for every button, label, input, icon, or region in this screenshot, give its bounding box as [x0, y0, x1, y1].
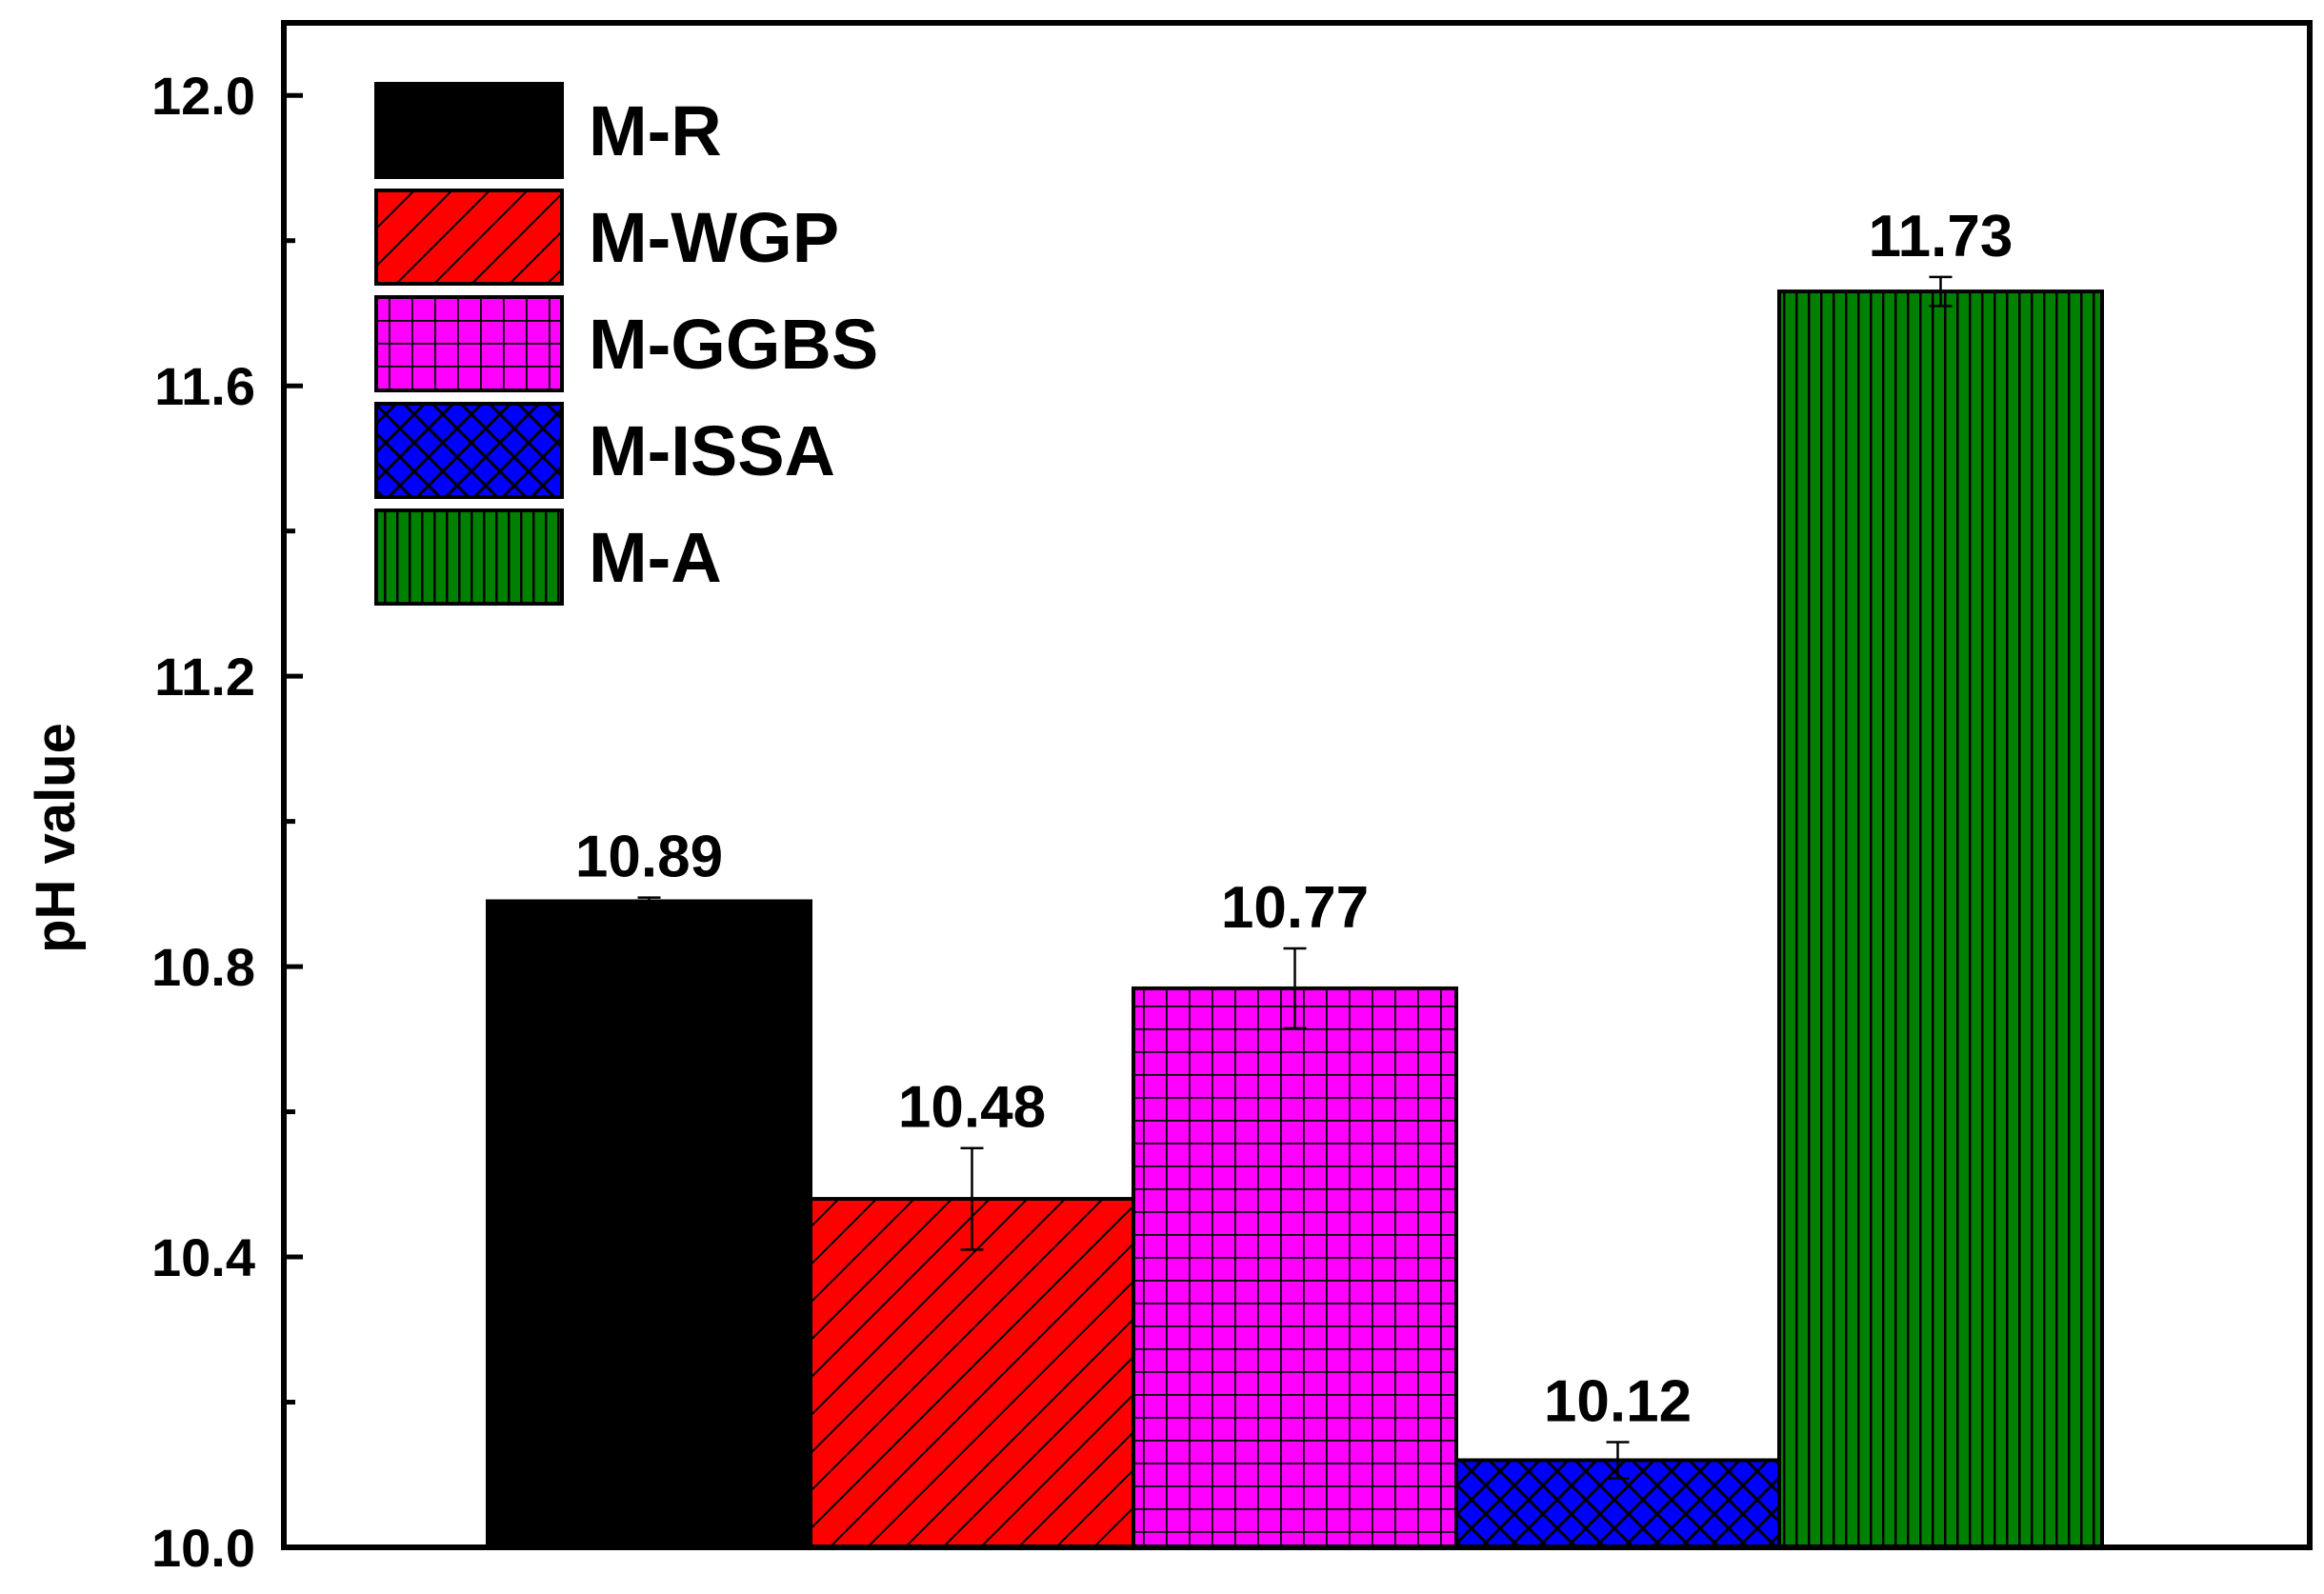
data-label-m-wgp: 10.48 — [898, 1075, 1046, 1141]
legend-swatch — [374, 508, 564, 606]
bar-m-wgp — [809, 1197, 1135, 1549]
axes-layer: 10.0 10.4 10.8 11.2 11.6 12.0 — [151, 20, 2313, 1578]
error-bar-m-issa — [1606, 1441, 1630, 1480]
data-label-m-r: 10.89 — [575, 825, 723, 890]
legend-label: M-A — [589, 518, 722, 597]
data-label-m-ggbs: 10.77 — [1221, 875, 1369, 941]
bar-m-a — [1777, 289, 2104, 1550]
y-tick-label: 12.0 — [151, 66, 255, 126]
data-labels-layer: 10.89 10.48 10.77 10.12 11.73 — [575, 204, 2013, 1435]
legend: M-R M-WGP M-GGBS M-ISSA M-A — [374, 82, 878, 606]
legend-label: M-GGBS — [589, 305, 878, 384]
data-label-m-issa: 10.12 — [1544, 1368, 1692, 1434]
legend-swatch — [374, 295, 564, 392]
y-tick-label: 10.0 — [151, 1518, 255, 1578]
legend-swatch — [374, 189, 564, 286]
plot-frame — [281, 20, 2313, 1550]
data-label-m-a: 11.73 — [1869, 204, 2013, 269]
y-axis-title: pH value — [25, 723, 87, 953]
legend-item-m-a: M-A — [374, 508, 722, 606]
legend-item-m-wgp: M-WGP — [374, 189, 839, 286]
y-tick-label: 11.2 — [154, 647, 255, 707]
error-bars-layer — [637, 275, 1953, 1480]
legend-item-m-ggbs: M-GGBS — [374, 295, 878, 392]
error-bar-m-wgp — [960, 1146, 984, 1251]
bar-m-ggbs — [1132, 986, 1458, 1549]
legend-swatch — [374, 82, 564, 179]
y-tick-label: 10.4 — [151, 1227, 255, 1287]
error-bar-m-a — [1929, 275, 1953, 308]
legend-label: M-ISSA — [589, 411, 835, 490]
y-tick-label: 10.8 — [151, 937, 255, 997]
legend-item-m-issa: M-ISSA — [374, 402, 835, 499]
legend-item-m-r: M-R — [374, 82, 722, 179]
error-bar-m-r — [637, 896, 661, 907]
legend-label: M-R — [589, 91, 722, 170]
bar-m-r — [486, 899, 812, 1549]
legend-swatch — [374, 402, 564, 499]
y-tick-label: 11.6 — [154, 356, 255, 416]
legend-label: M-WGP — [589, 198, 839, 277]
error-bar-m-ggbs — [1283, 946, 1307, 1030]
